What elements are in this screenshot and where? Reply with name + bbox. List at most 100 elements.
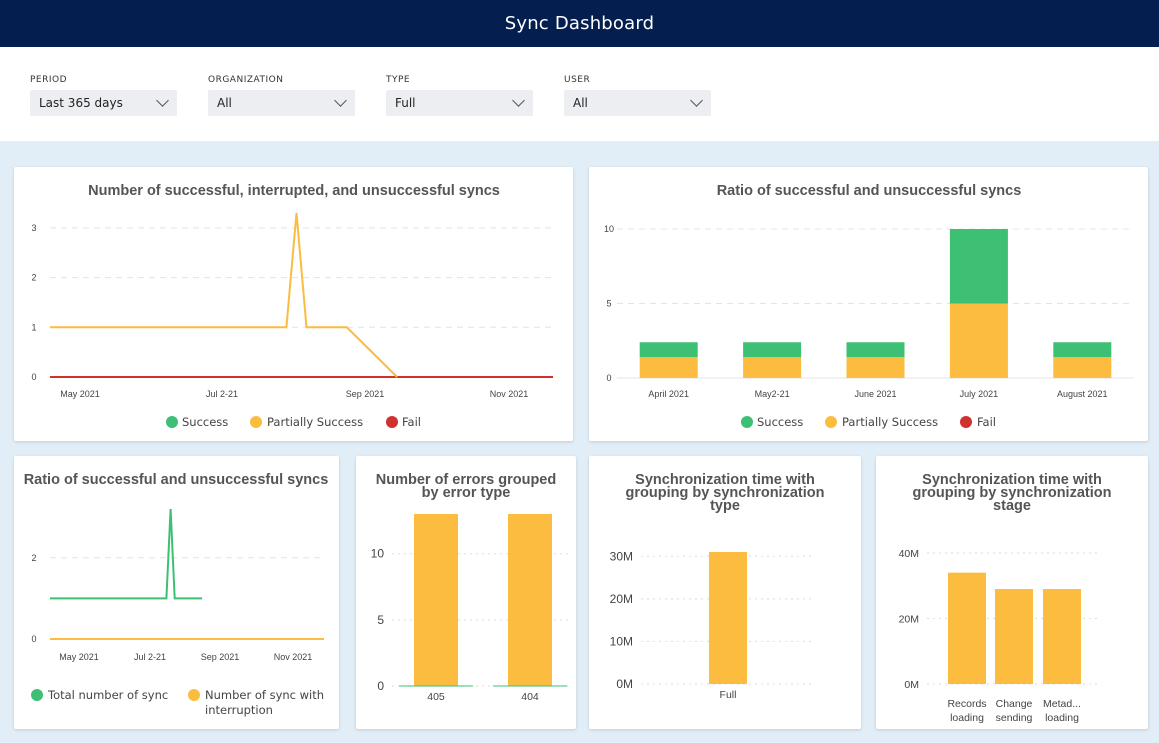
sync-ratio-bar-chart: Ratio of successful and unsuccessful syn… <box>604 183 1134 429</box>
filter-value: All <box>573 96 588 110</box>
y-tick-label: 0 <box>31 634 36 644</box>
x-tick-label: Change <box>996 698 1033 710</box>
y-tick-label: 5 <box>377 613 384 627</box>
legend-partial[interactable]: Partially Success <box>267 415 363 429</box>
y-tick-label: 2 <box>31 273 36 283</box>
sync-time-type-chart-card: Synchronization time with grouping by sy… <box>589 456 861 729</box>
bar[interactable] <box>1053 342 1112 358</box>
chart-title-line2: grouping by synchronization <box>913 485 1112 501</box>
legend-success[interactable]: Success <box>757 415 803 429</box>
organization-select[interactable]: All <box>208 90 355 116</box>
bar[interactable] <box>743 357 802 378</box>
y-tick-label: 2 <box>31 553 36 563</box>
page-title: Sync Dashboard <box>504 13 655 34</box>
filter-organization: ORGANIZATION All <box>208 74 355 116</box>
chart-legend: Total number of sync Number of sync with… <box>31 688 324 717</box>
filter-bar: PERIOD Last 365 days ORGANIZATION All TY… <box>0 47 1159 141</box>
legend-success[interactable]: Success <box>182 415 228 429</box>
x-tick-label: loading <box>950 712 984 724</box>
x-tick-label: May 2021 <box>59 652 99 662</box>
x-tick-label: 404 <box>521 691 539 703</box>
bar[interactable] <box>1053 357 1112 378</box>
legend-partial[interactable]: Partially Success <box>842 415 938 429</box>
chart-title-line1: Synchronization time with <box>922 472 1102 488</box>
chart-title: Ratio of successful and unsuccessful syn… <box>24 472 329 488</box>
chart-title-line1: Synchronization time with <box>635 472 815 488</box>
legend-fail[interactable]: Fail <box>977 415 996 429</box>
bar[interactable] <box>949 229 1008 304</box>
chevron-down-icon <box>334 94 347 107</box>
user-select[interactable]: All <box>564 90 711 116</box>
bar[interactable] <box>948 572 986 684</box>
x-tick-label: April 2021 <box>648 389 689 399</box>
sync-time-stage-chart-card: Synchronization time with grouping by sy… <box>876 456 1148 729</box>
legend-total[interactable]: Total number of sync <box>47 688 168 702</box>
bar[interactable] <box>1043 589 1081 684</box>
legend-interrupt-dot <box>188 689 200 701</box>
legend-interrupt-line2: interruption <box>205 703 273 717</box>
x-tick-label: June 2021 <box>854 389 896 399</box>
series-line <box>50 212 398 378</box>
y-tick-label: 5 <box>606 299 611 309</box>
y-tick-label: 0 <box>377 679 384 693</box>
chevron-down-icon <box>512 94 525 107</box>
chart-title: Number of successful, interrupted, and u… <box>88 183 500 199</box>
legend-fail[interactable]: Fail <box>402 415 421 429</box>
bar[interactable] <box>414 514 458 686</box>
chart-title: Ratio of successful and unsuccessful syn… <box>717 183 1022 199</box>
x-tick-label: August 2021 <box>1057 389 1108 399</box>
sync-count-line-chart: Number of successful, interrupted, and u… <box>31 183 553 429</box>
x-tick-label: Records <box>947 698 986 710</box>
filter-period: PERIOD Last 365 days <box>30 74 177 116</box>
x-tick-label: Metad... <box>1043 698 1081 710</box>
period-select[interactable]: Last 365 days <box>30 90 177 116</box>
bar[interactable] <box>639 357 698 378</box>
y-tick-label: 0M <box>616 677 633 691</box>
bar[interactable] <box>709 552 747 684</box>
type-select[interactable]: Full <box>386 90 533 116</box>
errors-bar-chart: Number of errors grouped by error type 0… <box>371 472 570 703</box>
chart-title-line3: stage <box>993 498 1031 514</box>
sync-time-type-chart: Synchronization time with grouping by sy… <box>610 472 825 701</box>
x-tick-label: loading <box>1045 712 1079 724</box>
filter-value: All <box>217 96 232 110</box>
x-tick-label: Sep 2021 <box>346 389 385 399</box>
filter-label: PERIOD <box>30 75 68 85</box>
legend-total-dot <box>31 689 43 701</box>
bar[interactable] <box>949 303 1008 379</box>
filter-type: TYPE Full <box>386 74 533 116</box>
bar[interactable] <box>508 514 552 686</box>
x-tick-label: Jul 2-21 <box>206 389 238 399</box>
y-tick-label: 10M <box>610 634 633 648</box>
filter-label: ORGANIZATION <box>208 75 284 85</box>
sync-time-stage-chart: Synchronization time with grouping by sy… <box>899 472 1112 724</box>
legend-success-dot <box>166 416 178 428</box>
x-tick-label: Sep 2021 <box>201 652 240 662</box>
filter-label: USER <box>564 75 591 85</box>
chart-title-line1: Number of errors grouped <box>376 472 556 488</box>
chart-title-line3: type <box>710 498 740 514</box>
y-tick-label: 0 <box>606 373 611 383</box>
x-tick-label: Nov 2021 <box>274 652 313 662</box>
legend-interrupt[interactable]: Number of sync with <box>205 688 324 702</box>
filter-value: Full <box>395 96 416 110</box>
bar[interactable] <box>639 342 698 358</box>
bar[interactable] <box>846 342 905 358</box>
chevron-down-icon <box>690 94 703 107</box>
y-tick-label: 10 <box>371 547 385 561</box>
bar[interactable] <box>995 589 1033 684</box>
series-line <box>50 508 203 600</box>
x-tick-label: May 2021 <box>60 389 100 399</box>
chart-title-line2: grouping by synchronization <box>626 485 825 501</box>
x-tick-label: 405 <box>427 691 445 703</box>
x-tick-label: July 2021 <box>960 389 999 399</box>
y-tick-label: 40M <box>899 548 919 560</box>
legend-fail-dot <box>960 416 972 428</box>
y-tick-label: 20M <box>610 592 633 606</box>
chevron-down-icon <box>156 94 169 107</box>
x-tick-label: May2-21 <box>755 389 790 399</box>
bar[interactable] <box>743 342 802 358</box>
bar[interactable] <box>846 357 905 378</box>
app-header: Sync Dashboard <box>0 0 1159 47</box>
filter-value: Last 365 days <box>39 96 123 110</box>
